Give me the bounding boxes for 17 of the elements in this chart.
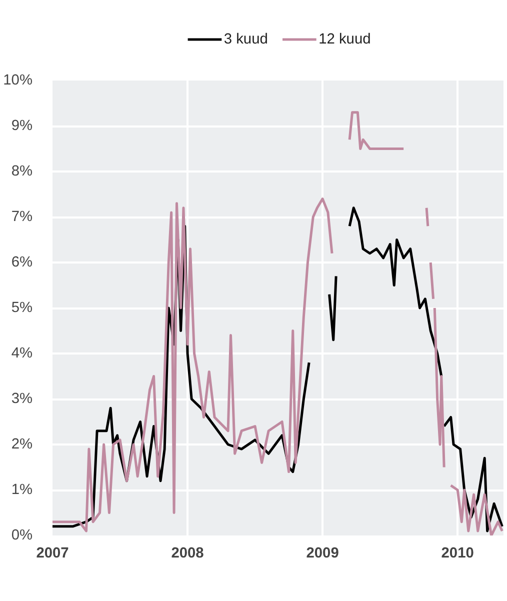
x-tick-label: 2007 (36, 546, 69, 562)
y-tick-label: 10% (3, 72, 33, 88)
legend-label: 3 kuud (224, 32, 268, 48)
y-tick-label: 3% (11, 391, 33, 407)
legend-label: 12 kuud (318, 32, 371, 48)
x-tick-label: 2008 (171, 546, 204, 562)
y-tick-label: 6% (11, 254, 33, 270)
y-tick-label: 1% (11, 482, 33, 498)
x-tick-label: 2009 (306, 546, 339, 562)
y-tick-label: 7% (11, 209, 33, 225)
y-tick-label: 5% (11, 300, 33, 316)
y-tick-label: 2% (11, 436, 33, 452)
y-tick-label: 0% (11, 528, 33, 544)
y-tick-label: 4% (11, 346, 33, 362)
x-tick-label: 2010 (441, 546, 474, 562)
y-tick-label: 8% (11, 164, 33, 180)
y-tick-label: 9% (11, 118, 33, 134)
